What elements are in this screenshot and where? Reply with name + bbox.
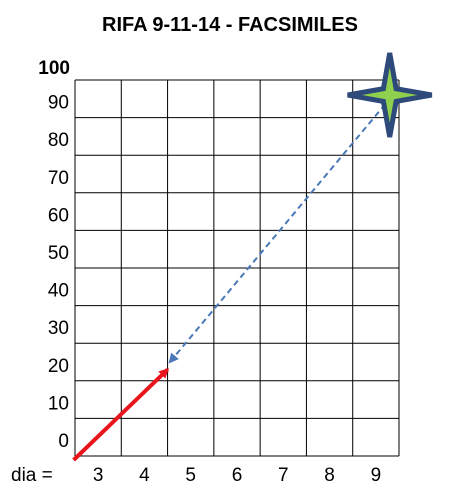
x-tick-label: 5 [185,465,196,486]
chart-title: RIFA 9-11-14 - FACSIMILES [102,14,358,36]
y-tick-label: 30 [48,318,69,339]
chart-annotations [72,52,433,462]
x-axis-ticks: 3 4 5 6 7 8 9 [93,465,381,486]
x-tick-label: 3 [93,465,104,486]
x-tick-label: 4 [139,465,150,486]
y-tick-label: 10 [48,393,69,414]
star-icon [347,52,433,138]
dashed-blue-arrow [168,97,392,364]
y-tick-label: 20 [48,356,69,377]
x-axis-label: dia = [11,465,53,486]
y-tick-label: 0 [58,431,69,452]
x-tick-label: 9 [371,465,382,486]
y-tick-label: 60 [48,205,69,226]
y-tick-label: 70 [48,168,69,189]
x-tick-label: 8 [324,465,335,486]
x-tick-label: 7 [278,465,289,486]
red-arrow [72,368,170,462]
y-axis-ticks: 0 10 20 30 40 50 60 70 80 90 100 [38,58,70,452]
y-tick-label: 80 [48,130,69,151]
x-tick-label: 6 [232,465,243,486]
chart-grid [74,79,400,457]
y-tick-label: 40 [48,281,69,302]
y-tick-label: 50 [48,243,69,264]
y-tick-label: 100 [38,58,70,79]
y-tick-label: 90 [48,93,69,114]
